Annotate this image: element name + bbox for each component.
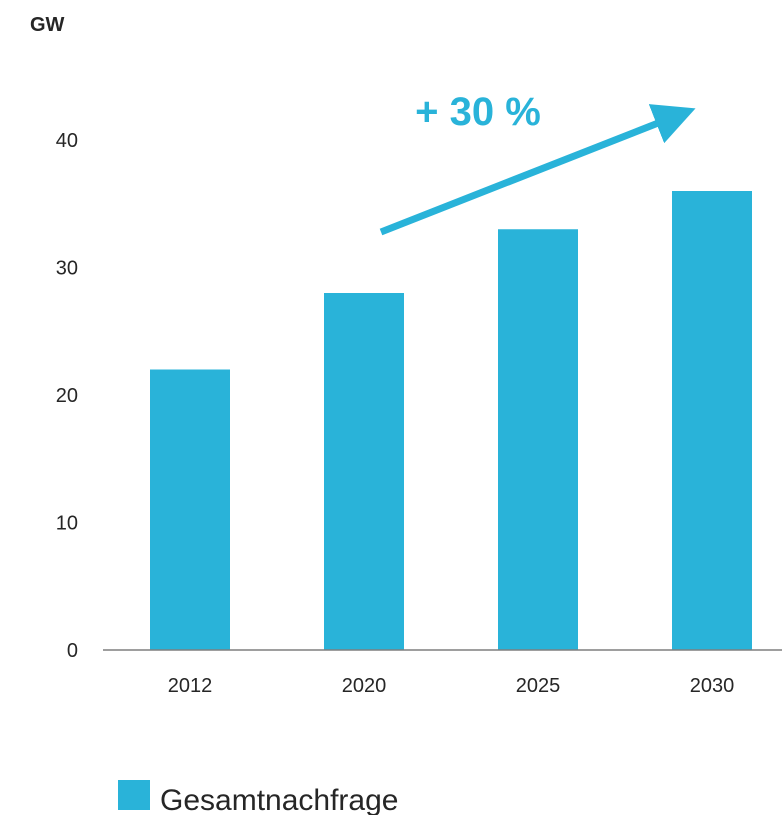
legend-swatch bbox=[118, 780, 150, 810]
y-axis-label: GW bbox=[30, 14, 65, 36]
growth-annotation: + 30 % bbox=[415, 90, 541, 134]
y-axis-ticks: 0 10 20 30 40 bbox=[56, 130, 78, 662]
bar bbox=[672, 191, 752, 650]
bars bbox=[150, 191, 752, 650]
y-tick-label: 30 bbox=[56, 258, 78, 280]
legend: Gesamtnachfrage bbox=[118, 780, 398, 815]
bar bbox=[150, 369, 230, 650]
y-tick-label: 20 bbox=[56, 385, 78, 407]
x-axis-ticks: 2012 2020 2025 2030 bbox=[168, 675, 735, 697]
x-tick-label: 2020 bbox=[342, 675, 387, 697]
x-tick-label: 2012 bbox=[168, 675, 213, 697]
y-tick-label: 0 bbox=[67, 640, 78, 662]
bar bbox=[498, 229, 578, 650]
legend-label: Gesamtnachfrage bbox=[160, 784, 398, 815]
x-tick-label: 2030 bbox=[690, 675, 735, 697]
bar bbox=[324, 293, 404, 650]
growth-arrow bbox=[379, 104, 696, 236]
x-tick-label: 2025 bbox=[516, 675, 561, 697]
y-tick-label: 10 bbox=[56, 513, 78, 535]
y-tick-label: 40 bbox=[56, 130, 78, 152]
